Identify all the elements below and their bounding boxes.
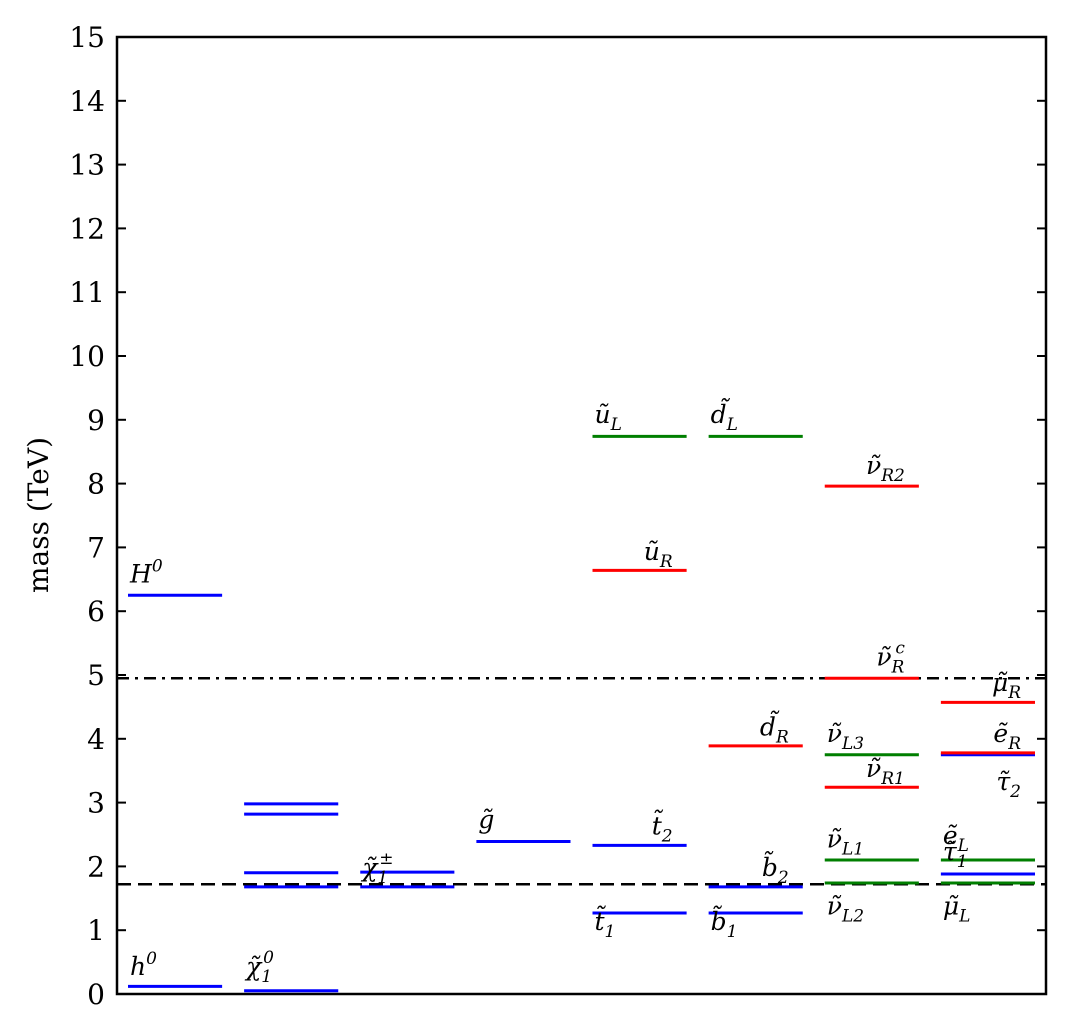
- y-tick-label: 3: [87, 787, 105, 820]
- axes: [115, 35, 1048, 996]
- particle-label: ν̃R1: [866, 754, 905, 789]
- particle-label: h0: [130, 949, 157, 981]
- y-tick-label: 13: [69, 149, 105, 182]
- y-tick-label: 5: [87, 659, 105, 692]
- particle-label: b̃2: [762, 851, 789, 888]
- y-axis-label: mass (TeV): [22, 437, 55, 593]
- particle-label: μ̃L: [943, 891, 971, 926]
- y-tick-label: 8: [87, 468, 105, 501]
- y-tick-label: 4: [87, 723, 105, 756]
- particle-label: τ̃1: [943, 837, 968, 872]
- particle-label: t̃1: [595, 905, 616, 942]
- y-tick-label: 1: [87, 914, 105, 947]
- particle-label: ν̃R2: [866, 451, 905, 486]
- y-tick-label: 6: [87, 595, 105, 628]
- y-tick-label: 7: [87, 531, 105, 564]
- mass-levels: [128, 434, 1035, 993]
- y-tick-label: 9: [87, 404, 105, 437]
- particle-label: t̃2: [652, 809, 673, 846]
- particle-label: μ̃R: [992, 668, 1021, 703]
- particle-label: ν̃L1: [827, 824, 864, 859]
- particle-label: χ̃1±: [360, 849, 393, 888]
- y-tick-label: 14: [69, 85, 105, 118]
- y-tick-label: 2: [87, 850, 105, 883]
- particle-label: b̃1: [711, 905, 738, 942]
- y-tick-label: 15: [69, 21, 105, 54]
- particle-label: d̃R: [760, 710, 789, 747]
- particle-label: τ̃2: [996, 767, 1021, 802]
- particle-label: ũR: [644, 537, 673, 572]
- y-tick-label: 11: [69, 276, 105, 309]
- y-tick-label: 12: [69, 212, 105, 245]
- particle-label: ũL: [595, 400, 622, 435]
- particle-label: d̃L: [711, 398, 738, 435]
- particle-label: g̃: [478, 805, 494, 834]
- y-tick-label: 10: [69, 340, 105, 373]
- plot-frame: [115, 35, 1048, 996]
- reference-lines: [117, 676, 1046, 886]
- particle-label: ν̃L2: [827, 891, 864, 926]
- particle-label: ẽL: [943, 821, 969, 856]
- particle-labels: h0 H0 χ̃10 χ̃1± g̃ t̃1 t̃2 ũR ũL b̃1 b̃2 d̃R d̃L ν̃L2…: [129, 398, 1021, 987]
- particle-label: ν̃Rc: [876, 638, 905, 677]
- particle-label: ẽR: [993, 719, 1021, 754]
- particle-label: ν̃L3: [827, 719, 864, 754]
- y-tick-label: 0: [87, 978, 105, 1011]
- particle-label: χ̃10: [244, 948, 274, 987]
- particle-label: H0: [129, 556, 163, 588]
